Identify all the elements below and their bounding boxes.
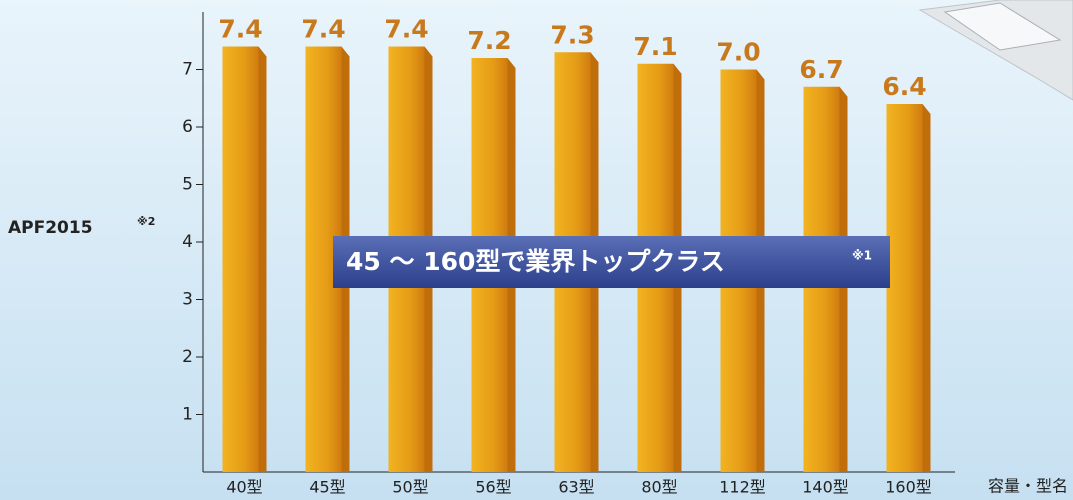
value-label: 7.1 [633, 32, 677, 61]
x-tick-label: 112型 [719, 478, 766, 497]
y-tick-label: 7 [182, 60, 193, 80]
x-tick-label: 140型 [802, 478, 849, 497]
x-axis-label: 容量・型名 [988, 477, 1068, 496]
bar-side [922, 104, 931, 472]
x-tick-label: 50型 [392, 478, 428, 497]
value-label: 6.4 [882, 72, 926, 101]
y-tick-label: 1 [182, 405, 193, 425]
value-label: 7.2 [467, 26, 511, 55]
y-tick-label: 4 [182, 232, 193, 252]
y-axis-label-note: ※2 [137, 215, 155, 228]
y-tick-label: 2 [182, 347, 193, 367]
x-tick-label: 45型 [309, 478, 345, 497]
annotation: 45 ～ 160型で業界トップクラス [346, 247, 725, 276]
annotation-note: ※1 [852, 249, 872, 263]
bar [886, 104, 923, 472]
bar-side [258, 46, 267, 472]
value-label: 6.7 [799, 55, 843, 84]
x-tick-label: 40型 [226, 478, 262, 497]
value-label: 7.4 [384, 15, 428, 44]
value-label: 7.3 [550, 20, 594, 49]
x-tick-label: 80型 [641, 478, 677, 497]
y-tick-label: 3 [182, 290, 193, 310]
value-label: 7.4 [218, 15, 262, 44]
bar [222, 46, 259, 472]
y-tick-label: 5 [182, 175, 193, 195]
y-tick-label: 6 [182, 117, 193, 137]
product-illustration [918, 0, 1073, 101]
value-label: 7.4 [301, 15, 345, 44]
y-axis-label: APF2015 [8, 218, 93, 238]
annotation-banner [333, 236, 890, 288]
x-tick-label: 160型 [885, 478, 932, 497]
x-tick-label: 56型 [475, 478, 511, 497]
value-label: 7.0 [716, 38, 760, 67]
x-tick-label: 63型 [558, 478, 594, 497]
